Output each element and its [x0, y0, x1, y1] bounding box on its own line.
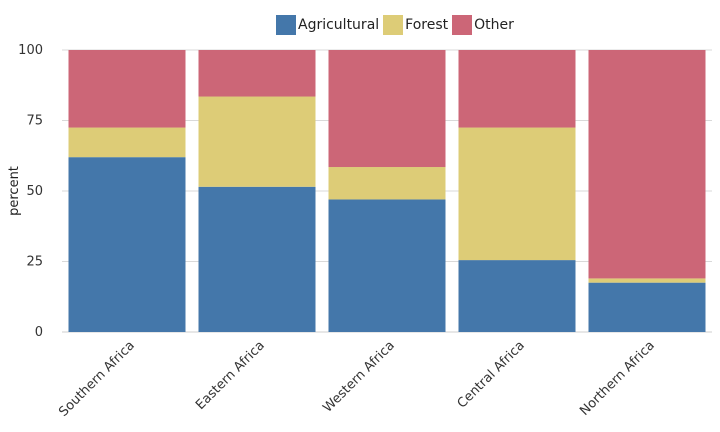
- bar-agricultural-southern-africa: [68, 157, 186, 332]
- legend-label-agricultural: Agricultural: [298, 17, 380, 33]
- y-tick-label: 100: [18, 43, 43, 58]
- bar-forest-northern-africa: [588, 278, 706, 283]
- bars-group: [68, 50, 706, 332]
- bar-agricultural-northern-africa: [588, 282, 706, 332]
- y-tick-label: 25: [26, 255, 43, 270]
- bar-agricultural-central-africa: [458, 260, 576, 332]
- x-tick-label: Central Africa: [455, 338, 528, 411]
- bar-other-southern-africa: [68, 50, 186, 128]
- legend-swatch-other: [452, 15, 473, 35]
- y-axis-label: percent: [7, 166, 22, 216]
- bar-other-eastern-africa: [198, 50, 316, 97]
- legend-swatch-forest: [383, 15, 404, 35]
- legend-item-other: Other: [452, 15, 516, 35]
- bar-forest-central-africa: [458, 127, 576, 261]
- legend-item-agricultural: Agricultural: [276, 15, 381, 35]
- bar-agricultural-eastern-africa: [198, 186, 316, 332]
- legend-swatch-agricultural: [276, 15, 296, 35]
- bar-agricultural-western-africa: [328, 199, 446, 332]
- legend-label-other: Other: [474, 17, 514, 33]
- bar-other-northern-africa: [588, 50, 706, 279]
- bar-other-central-africa: [458, 50, 576, 128]
- bar-forest-southern-africa: [68, 127, 186, 158]
- legend-item-forest: Forest: [383, 15, 450, 35]
- bar-other-western-africa: [328, 50, 446, 168]
- legend-label-forest: Forest: [405, 17, 449, 33]
- x-tick-label: Eastern Africa: [193, 338, 268, 413]
- x-tick-labels: Southern Africa Eastern Africa Western Afr…: [56, 338, 658, 420]
- x-tick-label: Southern Africa: [56, 338, 138, 420]
- y-tick-label: 75: [26, 114, 43, 129]
- y-tick-label: 50: [26, 184, 43, 199]
- y-tick-label: 0: [35, 325, 43, 340]
- bar-forest-eastern-africa: [198, 96, 316, 187]
- chart-legend: Agricultural Forest Other: [276, 14, 518, 36]
- x-tick-label: Northern Africa: [577, 338, 658, 419]
- x-tick-label: Western Africa: [320, 338, 397, 415]
- y-tick-labels: 0 25 50 75 100: [18, 43, 43, 340]
- bar-forest-western-africa: [328, 167, 446, 200]
